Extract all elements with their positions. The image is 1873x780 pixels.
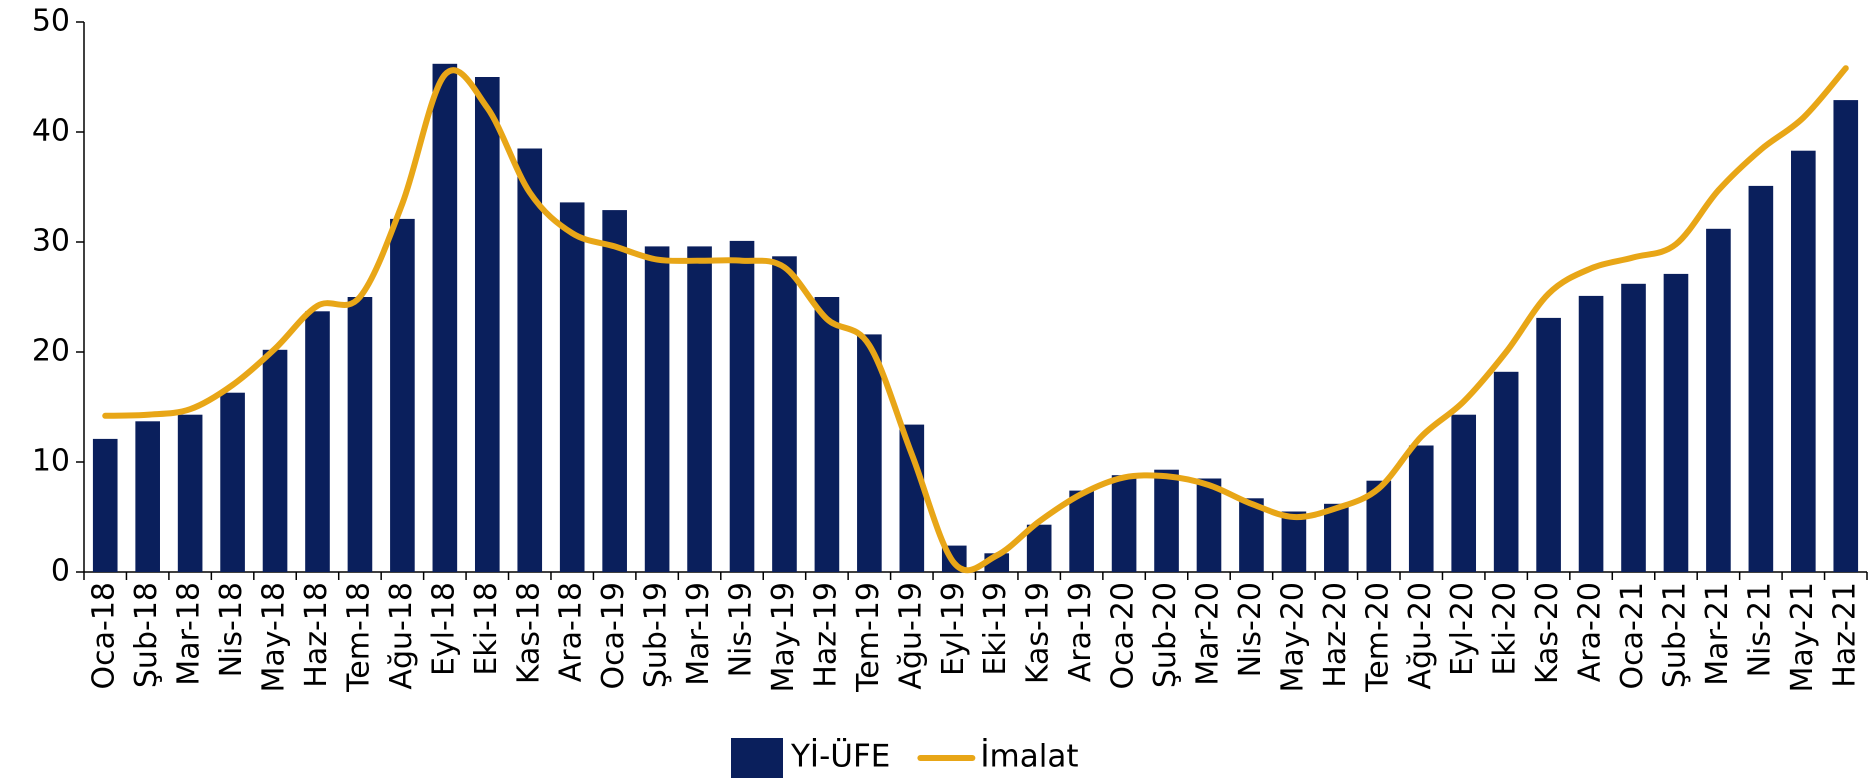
- x-tick-label: Mar-20: [1190, 582, 1225, 686]
- bar: [687, 246, 712, 572]
- x-tick-label: Ara-18: [554, 582, 589, 682]
- y-tick-label: 30: [32, 224, 70, 259]
- x-tick-label: Ağu-18: [384, 582, 419, 690]
- bar: [517, 148, 543, 572]
- x-tick-label: Ağu-20: [1403, 582, 1438, 690]
- x-tick-label: Ara-20: [1573, 582, 1608, 682]
- line: [102, 65, 1849, 574]
- bar: [1791, 150, 1816, 572]
- x-tick-label: May-20: [1275, 582, 1310, 693]
- x-tick-label: Nis-18: [214, 582, 249, 677]
- bar: [262, 349, 288, 572]
- bar: [1026, 524, 1052, 572]
- x-tick-label: Tem-19: [851, 582, 886, 693]
- x-tick-label: Oca-20: [1106, 582, 1141, 690]
- bar: [474, 77, 500, 572]
- x-tick-label: Kas-20: [1530, 582, 1565, 684]
- bar: [1069, 490, 1094, 572]
- bar: [347, 297, 373, 572]
- x-tick-label: Eyl-18: [426, 582, 461, 676]
- x-tick-label: Nis-19: [724, 582, 759, 677]
- x-tick-label: Şub-20: [1148, 582, 1183, 688]
- bar: [559, 202, 585, 572]
- x-tick-label: May-19: [766, 582, 801, 693]
- x-tick-label: Eki-19: [978, 582, 1013, 676]
- bar: [1621, 283, 1646, 572]
- x-tick-label: Nis-20: [1233, 582, 1268, 677]
- x-tick-label: Eyl-20: [1445, 582, 1480, 676]
- bar: [644, 246, 670, 572]
- x-tick-label: Mar-21: [1700, 582, 1735, 686]
- bar: [1154, 469, 1179, 572]
- bar: [1196, 478, 1222, 572]
- bar: [1493, 371, 1519, 572]
- y-tick-label: 50: [32, 4, 70, 39]
- bar: [92, 438, 118, 572]
- x-tick-label: Kas-19: [1021, 582, 1056, 684]
- bar: [220, 392, 245, 572]
- bar: [857, 334, 882, 572]
- bar: [1324, 503, 1349, 572]
- x-tick-label: Mar-18: [172, 582, 207, 686]
- x-tick-label: Tem-20: [1360, 582, 1395, 693]
- y-tick-label: 40: [32, 114, 70, 149]
- x-tick-label: Şub-21: [1657, 582, 1692, 688]
- x-tick-label: May-18: [257, 582, 292, 693]
- bar: [729, 240, 755, 572]
- bar: [1833, 100, 1859, 572]
- x-tick-label: Tem-18: [341, 582, 376, 693]
- bar: [1408, 445, 1434, 572]
- bar: [1111, 475, 1137, 572]
- x-tick-label: Eki-20: [1488, 582, 1523, 676]
- bar: [177, 414, 203, 572]
- y-tick-label: 10: [32, 444, 70, 479]
- x-tick-label: Ağu-19: [893, 582, 928, 690]
- x-tick-label: Şub-19: [639, 582, 674, 688]
- x-tick-label: Eyl-19: [936, 582, 971, 676]
- legend-label: İmalat: [980, 739, 1078, 775]
- x-tick-label: Oca-21: [1615, 582, 1650, 690]
- y-tick-label: 20: [32, 334, 70, 369]
- legend-swatch: [731, 738, 783, 778]
- bar: [1536, 317, 1561, 572]
- x-tick-label: Haz-20: [1318, 582, 1353, 688]
- legend-label: Yİ-ÜFE: [790, 738, 890, 775]
- bar: [1663, 273, 1689, 572]
- bar: [1281, 511, 1307, 572]
- x-tick-label: Kas-18: [511, 582, 546, 684]
- bar: [814, 297, 840, 572]
- x-tick-label: Şub-18: [129, 582, 164, 688]
- bar: [432, 63, 458, 573]
- x-tick-label: Eki-18: [469, 582, 504, 676]
- bar: [1239, 498, 1264, 572]
- bar: [1706, 228, 1731, 573]
- bar: [1748, 185, 1774, 572]
- bar: [305, 311, 330, 572]
- bar: [1578, 295, 1604, 572]
- x-tick-label: May-21: [1785, 582, 1820, 693]
- bar: [135, 421, 160, 572]
- y-tick-label: 0: [51, 554, 70, 589]
- bar: [772, 256, 797, 572]
- x-tick-label: Haz-21: [1827, 582, 1862, 688]
- x-tick-label: Haz-19: [808, 582, 843, 688]
- x-tick-label: Nis-21: [1742, 582, 1777, 677]
- x-tick-label: Oca-18: [87, 582, 122, 690]
- x-tick-label: Mar-19: [681, 582, 716, 686]
- x-tick-label: Ara-19: [1063, 582, 1098, 682]
- bar: [390, 218, 415, 572]
- x-tick-label: Haz-18: [299, 582, 334, 688]
- bar: [602, 210, 627, 572]
- x-tick-label: Oca-19: [596, 582, 631, 690]
- bar: [1451, 414, 1477, 572]
